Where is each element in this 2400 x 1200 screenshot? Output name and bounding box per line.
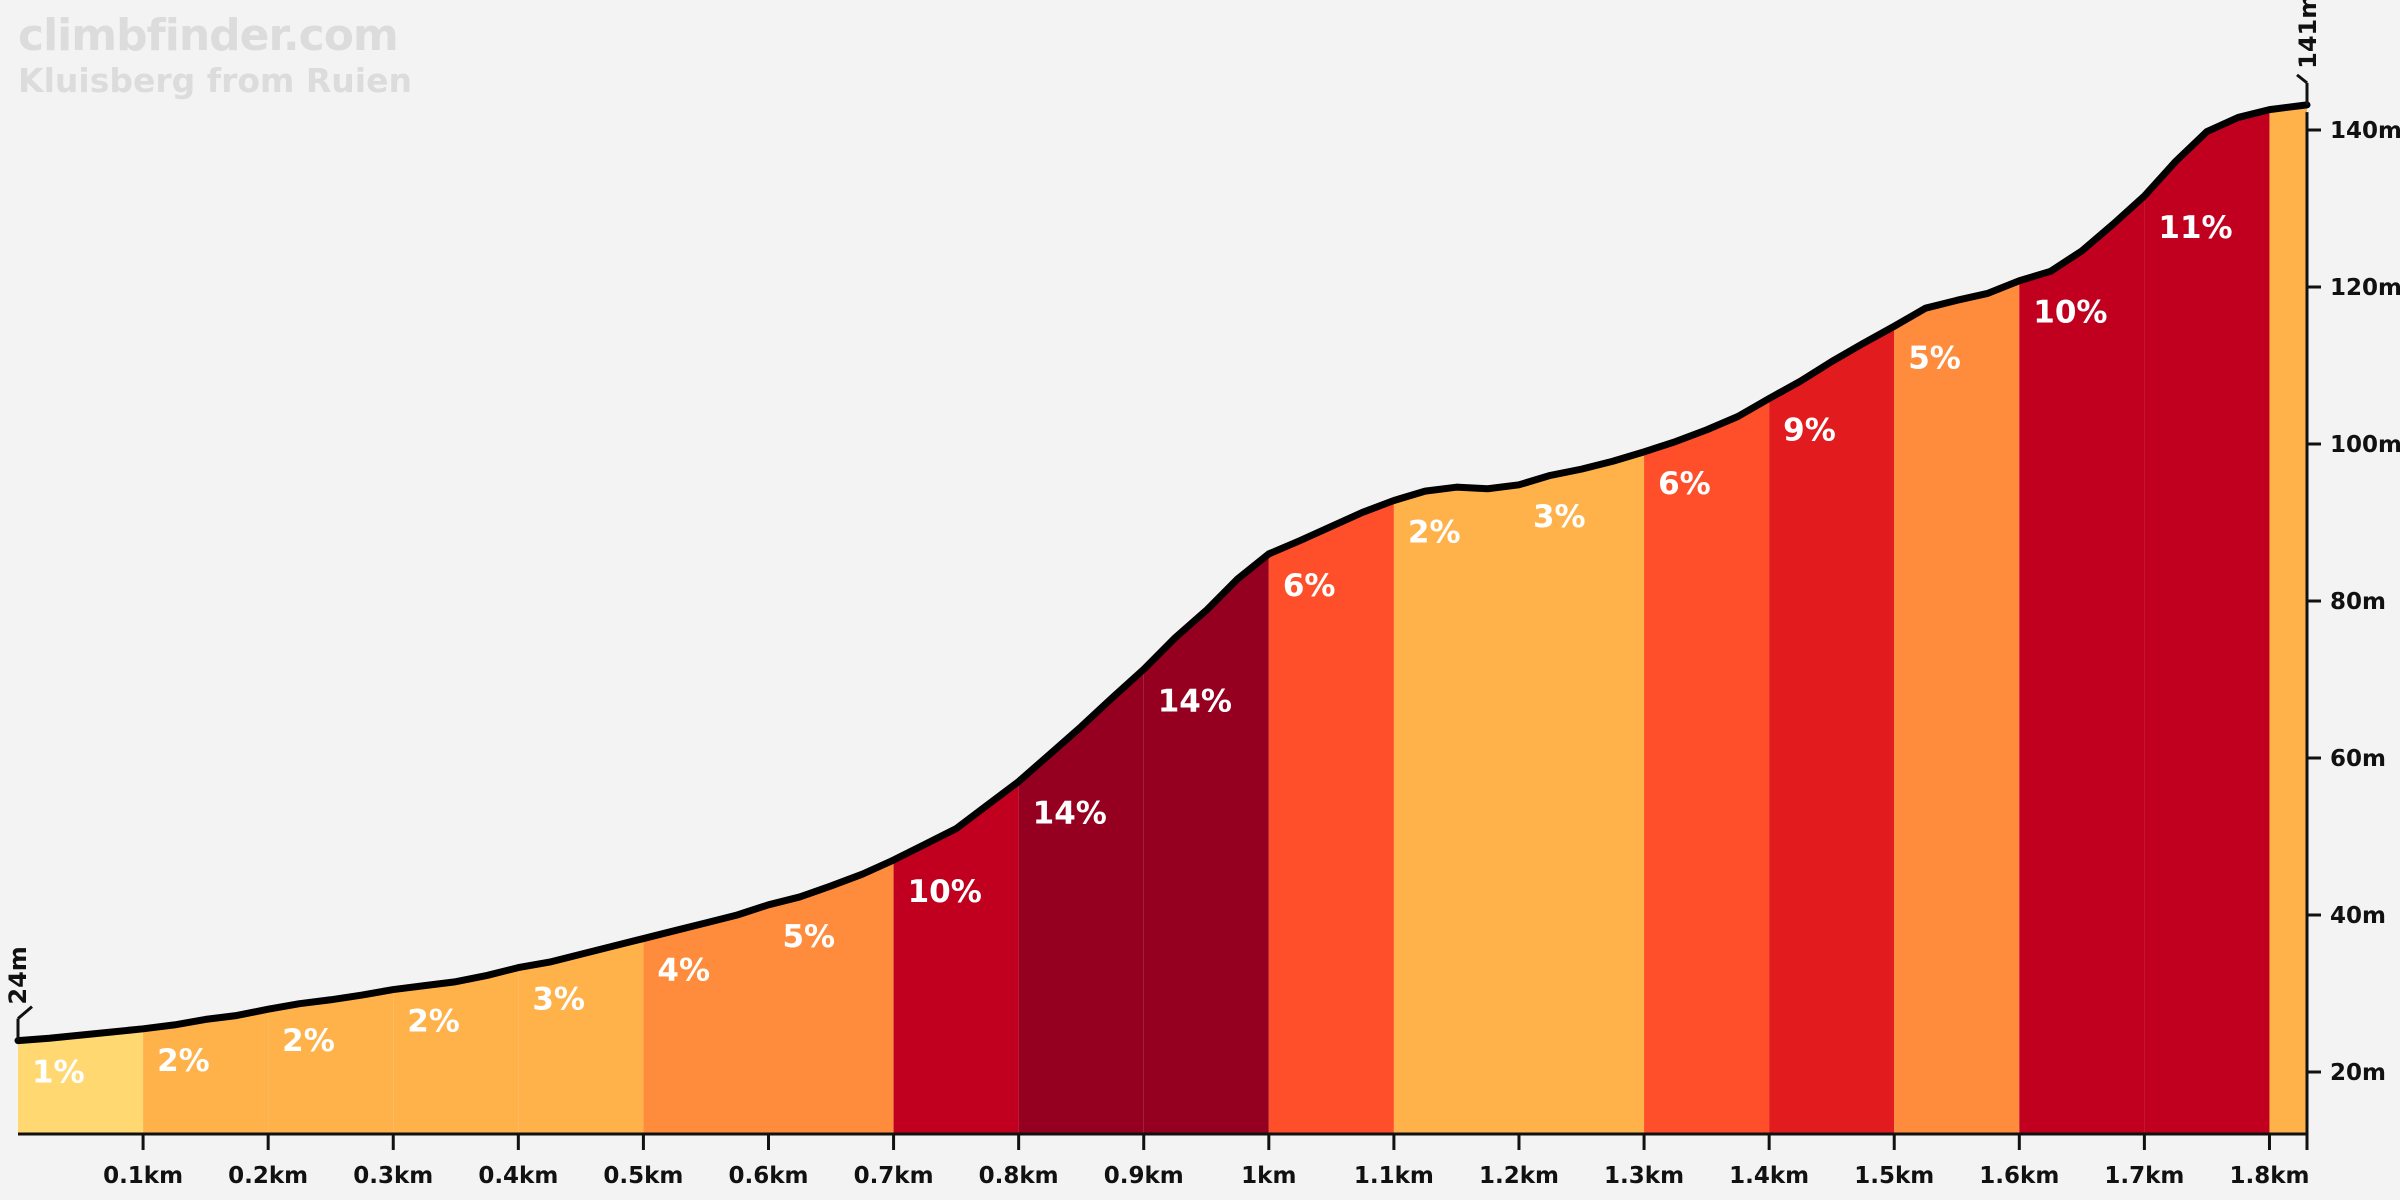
x-tick-label-13: 1.3km	[1604, 1163, 1684, 1189]
grade-segment-19	[2269, 104, 2307, 1134]
x-tick-label-1: 0.1km	[103, 1163, 183, 1189]
grade-label-14: 6%	[1658, 466, 1711, 502]
grade-segment-18	[2144, 109, 2270, 1135]
endpoint-markers: 24m 141m	[4, 0, 2322, 1041]
grade-label-13: 3%	[1533, 499, 1586, 535]
x-tick-label-12: 1.2km	[1479, 1163, 1559, 1189]
x-axis: 0.1km 0.2km 0.3km 0.4km 0.5km 0.6km 0.7km 0.8km…	[18, 1132, 2309, 1189]
grade-labels: 1% 2% 2% 2% 3% 4% 5% 10% 14% 14% 6% 2% 3% 6% 9% 5% 10% 11…	[32, 210, 2233, 1091]
climb-name: Kluisberg from Ruien	[18, 61, 412, 100]
grade-segment-14	[1644, 398, 1770, 1135]
grade-segment-6	[643, 904, 769, 1134]
x-tick-label-2: 0.2km	[228, 1163, 308, 1189]
y-tick-label-3: 60m	[2330, 746, 2386, 772]
x-tick-label-14: 1.4km	[1729, 1163, 1809, 1189]
grade-segment-5	[518, 938, 644, 1134]
x-tick-label-7: 0.7km	[854, 1163, 934, 1189]
x-tick-label-4: 0.4km	[478, 1163, 558, 1189]
grade-label-18: 11%	[2158, 210, 2232, 246]
grade-segment-16	[1894, 280, 2020, 1135]
grade-label-7: 5%	[782, 919, 835, 955]
grade-segment-9	[1018, 669, 1144, 1134]
x-tick-label-15: 1.5km	[1854, 1163, 1934, 1189]
y-axis: 20m 40m 60m 80m 100m 120m 140m	[2305, 112, 2400, 1134]
y-tick-label-4: 80m	[2330, 589, 2386, 615]
grade-segment-11	[1268, 500, 1394, 1134]
site-name: climbfinder.com	[18, 10, 399, 61]
grade-segment-17	[2019, 195, 2145, 1134]
x-tick-label-9: 0.9km	[1104, 1163, 1184, 1189]
grade-label-12: 2%	[1408, 515, 1461, 551]
x-tick-label-17: 1.7km	[2104, 1163, 2184, 1189]
grade-label-9: 14%	[1033, 796, 1107, 832]
start-marker-flag	[17, 1005, 33, 1020]
y-tick-label-6: 120m	[2330, 275, 2400, 301]
grade-label-16: 5%	[1908, 340, 1961, 376]
grade-segment-13	[1518, 451, 1645, 1135]
x-tick-label-3: 0.3km	[353, 1163, 433, 1189]
grade-segment-7	[768, 860, 894, 1134]
grade-segments	[18, 104, 2307, 1135]
grade-label-5: 3%	[532, 982, 585, 1018]
y-tick-label-5: 100m	[2330, 432, 2400, 458]
profile-line	[14, 101, 2311, 1045]
end-elevation-label: 141m	[2294, 0, 2322, 69]
grade-segment-15	[1769, 326, 1895, 1134]
x-tick-label-8: 0.8km	[979, 1163, 1059, 1189]
grade-label-2: 2%	[157, 1043, 210, 1079]
grade-label-4: 2%	[407, 1004, 460, 1040]
x-tick-label-11: 1.1km	[1354, 1163, 1434, 1189]
grade-label-1: 1%	[32, 1055, 85, 1091]
grade-label-17: 10%	[2033, 295, 2107, 331]
grade-segment-3	[268, 989, 394, 1134]
grade-label-3: 2%	[282, 1023, 335, 1059]
grade-segment-8	[893, 781, 1019, 1134]
x-tick-label-5: 0.5km	[603, 1163, 683, 1189]
grade-label-11: 6%	[1283, 568, 1336, 604]
watermark: climbfinder.com Kluisberg from Ruien	[18, 10, 412, 100]
grade-label-8: 10%	[908, 874, 982, 910]
y-tick-label-1: 20m	[2330, 1060, 2386, 1086]
x-tick-label-18: 1.8km	[2229, 1163, 2309, 1189]
y-tick-label-7: 140m	[2330, 118, 2400, 144]
x-tick-label-6: 0.6km	[728, 1163, 808, 1189]
start-elevation-label: 24m	[4, 946, 32, 1004]
grade-label-6: 4%	[657, 953, 710, 989]
grade-segment-4	[393, 967, 519, 1134]
grade-segment-1	[18, 1028, 144, 1134]
grade-segment-10	[1143, 553, 1269, 1134]
grade-label-10: 14%	[1158, 683, 1232, 719]
grade-segment-2	[143, 1009, 269, 1134]
y-tick-label-2: 40m	[2330, 903, 2386, 929]
grade-segment-12	[1393, 484, 1519, 1134]
x-tick-label-10: 1km	[1241, 1163, 1296, 1189]
x-tick-label-16: 1.6km	[1979, 1163, 2059, 1189]
grade-label-15: 9%	[1783, 412, 1836, 448]
end-marker-flag	[2296, 73, 2308, 85]
